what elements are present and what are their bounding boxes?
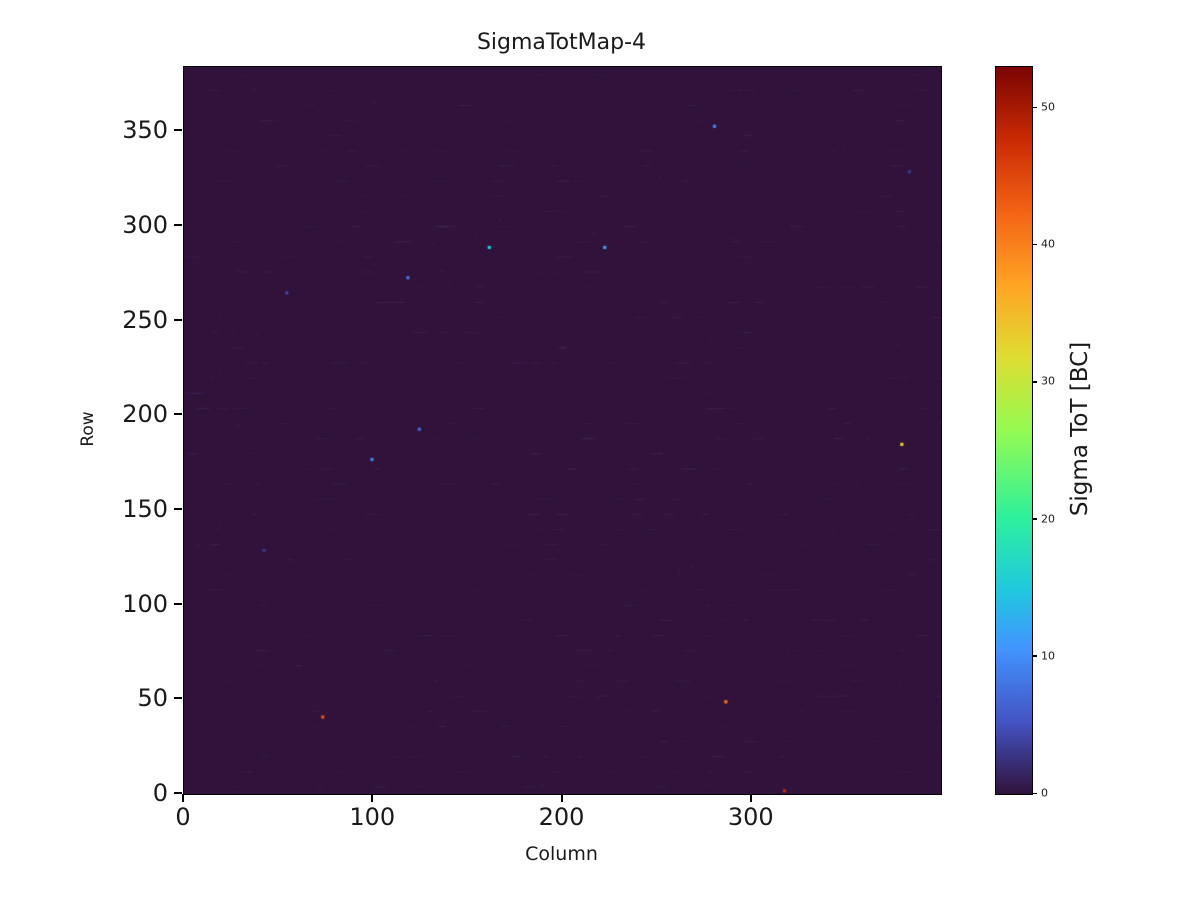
- x-tick-mark: [560, 794, 563, 802]
- colorbar-tick-label: 10: [1041, 649, 1055, 663]
- x-tick-label: 100: [349, 803, 396, 831]
- colorbar-label: Sigma ToT [BC]: [1067, 341, 1093, 517]
- x-tick-label: 300: [727, 803, 774, 831]
- y-tick-mark: [174, 602, 182, 605]
- colorbar-tick-label: 30: [1041, 374, 1055, 388]
- colorbar-tick-label: 0: [1041, 786, 1048, 800]
- y-tick-mark: [174, 508, 182, 511]
- x-axis-label: Column: [525, 843, 598, 865]
- colorbar-tick-mark: [1033, 243, 1037, 246]
- colorbar-tick-label: 20: [1041, 512, 1055, 526]
- heatmap-plot-area: [183, 66, 942, 795]
- x-tick-mark: [371, 794, 374, 802]
- x-tick-label: 200: [538, 803, 585, 831]
- plot-title: SigmaTotMap-4: [476, 30, 647, 55]
- y-tick-mark: [174, 318, 182, 321]
- x-tick-mark: [749, 794, 752, 802]
- y-tick-label: 350: [122, 116, 168, 145]
- colorbar: [995, 66, 1033, 795]
- colorbar-tick-mark: [1033, 655, 1037, 657]
- y-tick-label: 250: [122, 305, 168, 334]
- colorbar-tick-mark: [1033, 106, 1037, 109]
- colorbar-tick-mark: [1033, 518, 1037, 520]
- y-tick-label: 0: [152, 779, 168, 807]
- x-tick-label: 0: [175, 803, 191, 831]
- y-tick-mark: [174, 413, 182, 416]
- y-tick-mark: [174, 792, 182, 794]
- colorbar-tick-mark: [1033, 792, 1037, 795]
- y-tick-mark: [174, 224, 182, 227]
- y-tick-label: 300: [122, 211, 168, 240]
- y-tick-label: 150: [122, 495, 168, 524]
- y-axis-label: Row: [78, 411, 98, 447]
- x-tick-mark: [182, 794, 184, 802]
- y-tick-mark: [174, 697, 182, 700]
- y-tick-label: 200: [122, 400, 168, 429]
- y-tick-mark: [174, 129, 182, 132]
- colorbar-tick-mark: [1033, 380, 1037, 383]
- colorbar-tick-label: 50: [1041, 100, 1055, 114]
- y-tick-label: 100: [122, 589, 168, 618]
- heatmap-canvas: [184, 67, 941, 794]
- colorbar-tick-label: 40: [1041, 237, 1055, 251]
- y-tick-label: 50: [137, 684, 168, 713]
